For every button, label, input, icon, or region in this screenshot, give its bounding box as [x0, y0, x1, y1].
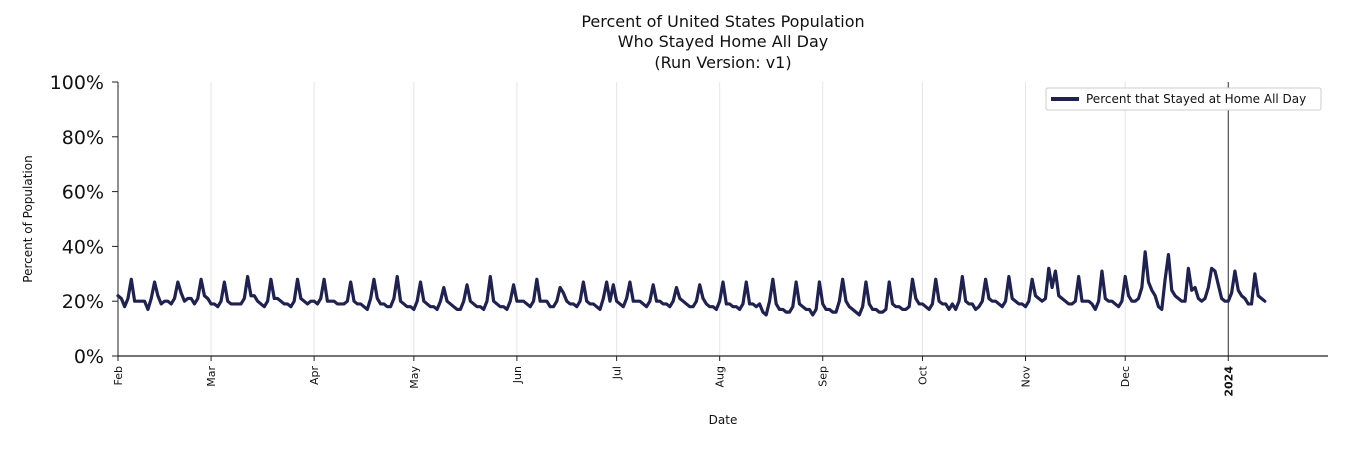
- x-tick-label: 2024: [1222, 366, 1235, 397]
- y-tick-label: 20%: [62, 291, 104, 313]
- chart-title: Percent of United States Population Who …: [581, 12, 864, 72]
- legend-box: [1045, 87, 1322, 111]
- x-tick-label: Apr: [308, 366, 321, 386]
- x-tick-label: Aug: [714, 366, 727, 387]
- x-tick-label: Oct: [916, 365, 929, 385]
- x-axis: Feb Mar Apr May Jun Jul Aug Sep Oct Nov Dec 2024: [112, 355, 1328, 397]
- chart-title-line-2: Who Stayed Home All Day: [618, 32, 828, 51]
- y-tick-label: 80%: [62, 127, 104, 149]
- x-tick-label: Jul: [611, 366, 624, 380]
- vertical-gridlines: [117, 82, 1229, 356]
- chart-title-line-3: (Run Version: v1): [654, 53, 791, 72]
- x-tick-label: Dec: [1119, 366, 1132, 387]
- y-axis-label: Percent of Population: [21, 155, 35, 282]
- y-tick-label: 40%: [62, 236, 104, 258]
- chart-title-line-1: Percent of United States Population: [581, 12, 864, 31]
- x-tick-label: Sep: [817, 366, 830, 387]
- y-tick-label: 60%: [62, 182, 104, 204]
- y-axis: 0% 20% 40% 60% 80% 100%: [50, 72, 119, 368]
- x-tick-label: Nov: [1020, 366, 1033, 388]
- x-tick-label: Mar: [205, 366, 218, 387]
- x-tick-label: May: [408, 366, 421, 389]
- y-tick-label: 0%: [74, 346, 104, 368]
- series-group: [116, 250, 1267, 317]
- legend-label: Percent that Stayed at Home All Day: [1086, 92, 1306, 106]
- x-tick-label: Feb: [112, 366, 125, 385]
- x-tick-label: Jun: [511, 366, 524, 384]
- legend: Percent that Stayed at Home All Day: [1045, 87, 1322, 111]
- x-axis-label: Date: [709, 413, 738, 427]
- y-tick-label: 100%: [50, 72, 104, 94]
- series-line-stayed-home: [116, 250, 1267, 317]
